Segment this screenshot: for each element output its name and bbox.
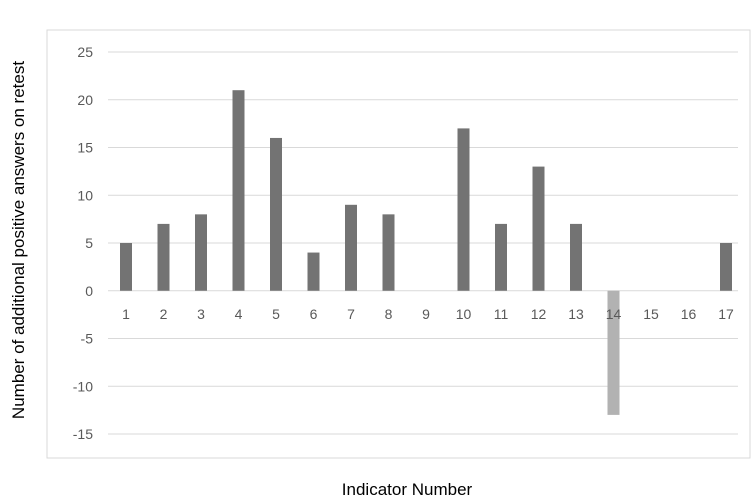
bar-indicator-17 [720,243,732,291]
y-tick-label: 25 [77,44,93,60]
bar-indicator-6 [307,252,320,291]
bar-indicator-7 [345,204,357,291]
x-tick-label: 7 [347,306,355,322]
x-tick-label: 2 [160,306,168,322]
bar-indicator-5 [270,137,282,291]
x-tick-label: 5 [272,306,280,322]
gridlines [108,51,738,435]
plot-area-border [46,29,751,459]
x-tick-label: 10 [456,306,472,322]
y-tick-label: 5 [85,235,93,251]
y-tick-label: -5 [81,331,94,347]
x-tick-label: 13 [568,306,584,322]
y-axis-tick-labels: 25 20 15 10 5 0 -5 -10 -15 [73,44,93,442]
y-tick-label: 15 [77,140,93,156]
x-tick-label: 11 [494,306,509,322]
bar-indicator-4 [232,90,245,291]
x-tick-label: 9 [422,306,430,322]
y-tick-label: -10 [73,378,93,394]
x-tick-label: 12 [531,306,547,322]
x-tick-label: 1 [122,306,130,322]
bar-indicator-3 [195,214,207,291]
bar-indicator-1 [120,243,132,291]
x-tick-label: 14 [606,306,622,322]
x-axis-tick-labels: 1 2 3 4 5 6 7 8 9 10 11 12 13 14 15 16 17 [122,306,734,322]
x-tick-label: 17 [718,306,734,322]
bar-indicator-10 [457,128,470,291]
x-tick-label: 15 [643,306,659,322]
bar-indicator-8 [382,214,395,291]
bar-indicator-2 [157,223,170,291]
x-axis-title: Indicator Number [342,480,473,499]
bar-indicator-11 [495,223,507,291]
y-axis-title: Number of additional positive answers on… [9,61,28,419]
y-tick-label: 20 [77,92,93,108]
x-tick-label: 6 [310,306,318,322]
x-tick-label: 4 [235,306,243,322]
bar-indicator-14 [607,290,620,415]
x-tick-label: 16 [681,306,697,322]
bar-indicator-13 [570,223,582,291]
bar-indicator-12 [532,166,545,291]
y-tick-label: 0 [85,283,93,299]
x-tick-label: 3 [197,306,205,322]
x-tick-label: 8 [385,306,393,322]
y-tick-label: 10 [77,187,93,203]
y-tick-label: -15 [73,426,93,442]
bars [120,90,732,415]
